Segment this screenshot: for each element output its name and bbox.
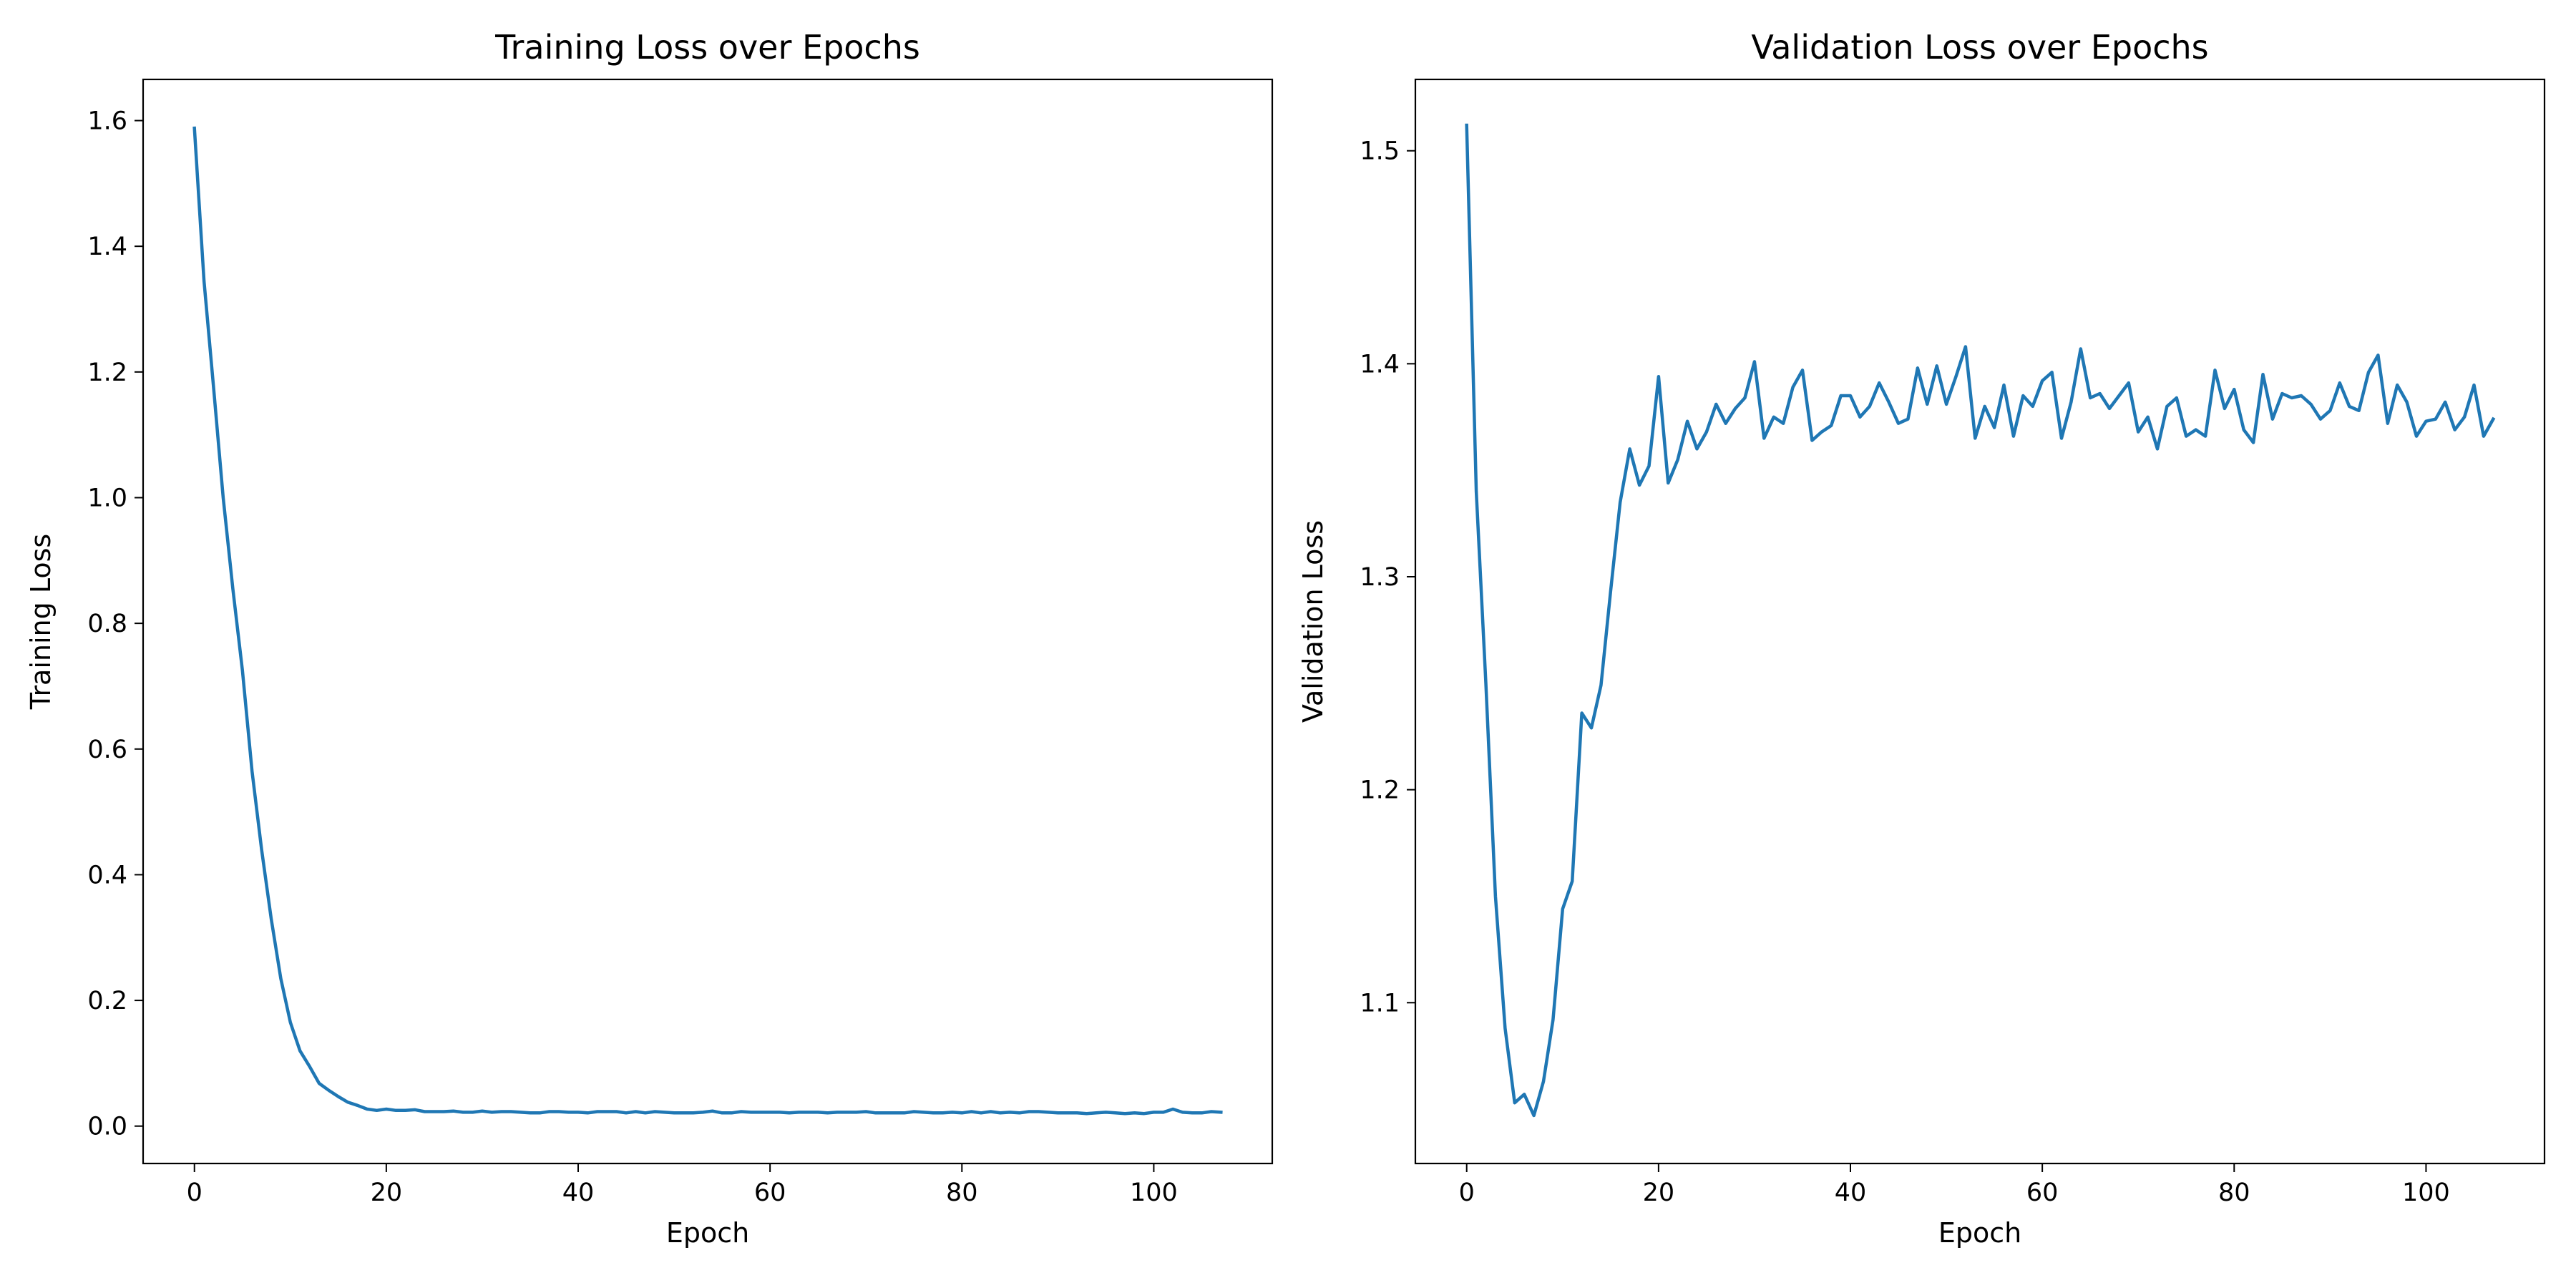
y-axis-label: Training Loss (25, 534, 57, 710)
x-tick-label: 20 (1643, 1179, 1675, 1207)
x-tick-label: 0 (187, 1179, 203, 1207)
x-tick-label: 60 (2026, 1179, 2059, 1207)
y-tick-label: 1.3 (1360, 563, 1400, 592)
y-tick-label: 0.6 (87, 736, 127, 764)
x-tick-label: 60 (754, 1179, 786, 1207)
x-tick-label: 40 (1835, 1179, 1867, 1207)
y-tick-label: 1.6 (87, 107, 127, 136)
chart-title: Training Loss over Epochs (494, 28, 920, 67)
y-tick-label: 1.2 (1360, 776, 1400, 805)
y-tick-label: 1.0 (87, 484, 127, 512)
x-tick-label: 100 (2402, 1179, 2450, 1207)
y-axis-label: Validation Loss (1297, 520, 1329, 723)
x-tick-label: 100 (1130, 1179, 1178, 1207)
y-tick-label: 1.1 (1360, 989, 1400, 1018)
series-line (1465, 123, 2496, 1118)
x-tick-label: 40 (562, 1179, 595, 1207)
y-tick-label: 1.5 (1360, 137, 1400, 166)
y-tick-label: 0.0 (87, 1113, 127, 1141)
validation-loss-chart: 0 20 40 60 80 100 1.1 1.2 1.3 1.4 1.5 Validation Lo… (1297, 28, 2546, 1249)
y-tick-label: 0.4 (87, 861, 127, 889)
chart-title: Validation Loss over Epochs (1751, 28, 2208, 67)
training-loss-chart: 0 20 40 60 80 100 0.0 0.2 0.4 0.6 0.8 1.0 1.2 1.4 1.6 T… (25, 28, 1274, 1249)
y-tick-label: 0.2 (87, 987, 127, 1015)
axes-frame (1414, 78, 2546, 1165)
y-tick-label: 1.4 (1360, 350, 1400, 379)
y-tick-label: 1.2 (87, 358, 127, 387)
x-axis-label: Epoch (1938, 1217, 2021, 1249)
x-tick-label: 20 (371, 1179, 403, 1207)
y-tick-label: 1.4 (87, 233, 127, 261)
x-axis-label: Epoch (666, 1217, 749, 1249)
y-tick-label: 0.8 (87, 610, 127, 638)
x-tick-label: 80 (946, 1179, 978, 1207)
x-tick-label: 80 (2218, 1179, 2250, 1207)
axes-frame (142, 78, 1274, 1165)
series-line (192, 126, 1223, 1116)
x-tick-label: 0 (1459, 1179, 1475, 1207)
